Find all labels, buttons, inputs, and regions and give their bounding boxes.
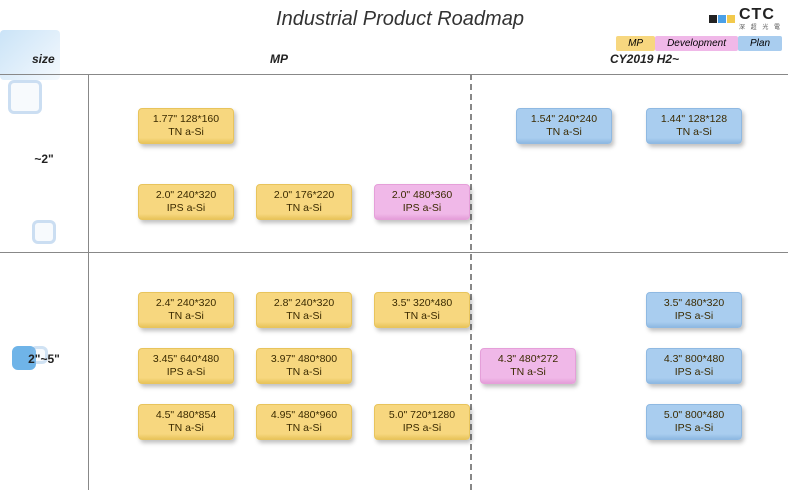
product-card: 4.3" 480*272TN a-Si [480, 348, 576, 384]
product-card: 4.3" 800*480IPS a-Si [646, 348, 742, 384]
product-tech: TN a-Si [546, 126, 582, 139]
product-card: 3.5" 480*320IPS a-Si [646, 292, 742, 328]
product-tech: TN a-Si [404, 310, 440, 323]
row-header: ~2" [14, 152, 74, 166]
product-tech: IPS a-Si [675, 310, 714, 323]
logo-icon [709, 15, 735, 23]
product-tech: TN a-Si [168, 310, 204, 323]
product-spec: 3.5" 480*320 [664, 297, 724, 310]
product-spec: 2.8" 240*320 [274, 297, 334, 310]
legend: MPDevelopmentPlan [616, 36, 782, 51]
row-header: 2"~5" [14, 352, 74, 366]
product-spec: 1.44" 128*128 [661, 113, 727, 126]
product-spec: 2.0" 480*360 [392, 189, 452, 202]
product-tech: TN a-Si [286, 422, 322, 435]
product-tech: TN a-Si [286, 366, 322, 379]
product-card: 2.0" 480*360IPS a-Si [374, 184, 470, 220]
page-title: Industrial Product Roadmap [276, 8, 524, 31]
logo-subtitle: 深 超 光 電 [739, 22, 782, 31]
logo: CTC 深 超 光 電 [709, 6, 782, 31]
product-spec: 5.0" 720*1280 [389, 409, 455, 422]
product-tech: TN a-Si [510, 366, 546, 379]
product-card: 2.4" 240*320TN a-Si [138, 292, 234, 328]
product-spec: 2.0" 176*220 [274, 189, 334, 202]
product-card: 2.0" 240*320IPS a-Si [138, 184, 234, 220]
product-tech: TN a-Si [286, 202, 322, 215]
product-spec: 4.95" 480*960 [271, 409, 337, 422]
product-tech: IPS a-Si [403, 422, 442, 435]
product-spec: 2.4" 240*320 [156, 297, 216, 310]
product-card: 2.0" 176*220TN a-Si [256, 184, 352, 220]
legend-item: Plan [738, 36, 782, 51]
product-card: 3.5" 320*480TN a-Si [374, 292, 470, 328]
product-spec: 1.54" 240*240 [531, 113, 597, 126]
product-card: 4.95" 480*960TN a-Si [256, 404, 352, 440]
product-spec: 3.5" 320*480 [392, 297, 452, 310]
product-tech: IPS a-Si [167, 366, 206, 379]
product-tech: IPS a-Si [403, 202, 442, 215]
product-spec: 4.5" 480*854 [156, 409, 216, 422]
grid-vline [88, 74, 89, 490]
grid-hline [0, 252, 788, 253]
product-tech: TN a-Si [168, 126, 204, 139]
product-spec: 5.0" 800*480 [664, 409, 724, 422]
legend-item: Development [655, 36, 738, 51]
product-card: 5.0" 720*1280IPS a-Si [374, 404, 470, 440]
product-spec: 1.77" 128*160 [153, 113, 219, 126]
product-tech: IPS a-Si [675, 366, 714, 379]
column-header-mp: MP [270, 52, 288, 66]
grid-hline [0, 74, 788, 75]
product-tech: TN a-Si [286, 310, 322, 323]
product-spec: 2.0" 240*320 [156, 189, 216, 202]
product-tech: TN a-Si [676, 126, 712, 139]
product-spec: 3.45" 640*480 [153, 353, 219, 366]
product-card: 1.54" 240*240TN a-Si [516, 108, 612, 144]
grid-vline-dashed [470, 74, 472, 490]
product-card: 3.97" 480*800TN a-Si [256, 348, 352, 384]
roadmap-grid: size MP CY2019 H2~ ~2" 2"~5" 1.77" 128*160… [0, 52, 800, 490]
product-spec: 4.3" 800*480 [664, 353, 724, 366]
product-card: 3.45" 640*480IPS a-Si [138, 348, 234, 384]
product-tech: IPS a-Si [675, 422, 714, 435]
column-header-cy: CY2019 H2~ [610, 52, 679, 66]
product-tech: IPS a-Si [167, 202, 206, 215]
product-card: 1.44" 128*128TN a-Si [646, 108, 742, 144]
product-card: 2.8" 240*320TN a-Si [256, 292, 352, 328]
column-header-size: size [32, 52, 55, 66]
product-spec: 4.3" 480*272 [498, 353, 558, 366]
product-spec: 3.97" 480*800 [271, 353, 337, 366]
product-card: 1.77" 128*160TN a-Si [138, 108, 234, 144]
product-tech: TN a-Si [168, 422, 204, 435]
product-card: 4.5" 480*854TN a-Si [138, 404, 234, 440]
product-card: 5.0" 800*480IPS a-Si [646, 404, 742, 440]
legend-item: MP [616, 36, 655, 51]
